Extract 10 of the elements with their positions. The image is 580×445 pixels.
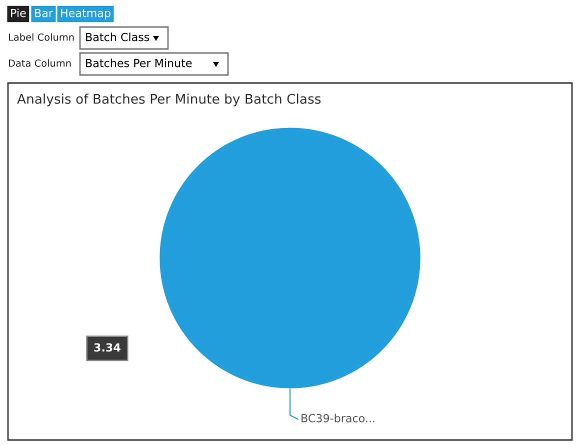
data-label: 3.34 bbox=[94, 343, 120, 352]
text: Label Column bbox=[8, 33, 74, 41]
text: Pie bbox=[11, 8, 26, 18]
chart-title: Analysis of Batches Per Minute by Batch Class bbox=[17, 94, 321, 106]
text: Bar bbox=[35, 8, 53, 18]
text: Data Column bbox=[8, 59, 71, 67]
slice-label: BC39-braco... bbox=[302, 414, 374, 422]
text: Batches Per Minute bbox=[86, 58, 192, 68]
text: Heatmap bbox=[61, 8, 110, 20]
text: Batch Class bbox=[86, 32, 150, 42]
